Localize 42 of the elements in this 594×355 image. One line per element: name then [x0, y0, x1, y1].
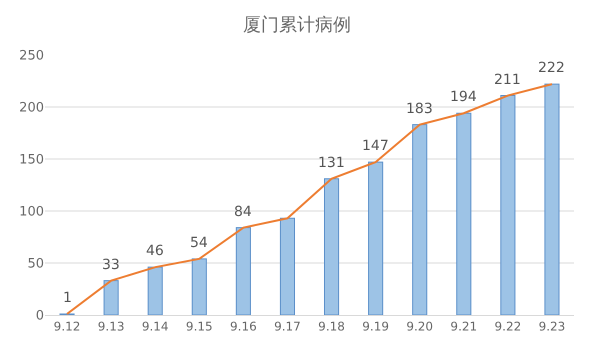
y-tick-label: 0	[36, 308, 44, 324]
data-label: 54	[190, 235, 208, 251]
data-label: 131	[318, 155, 345, 171]
x-tick-label: 9.19	[362, 319, 389, 334]
line-series	[66, 83, 553, 315]
y-tick-label: 150	[19, 152, 44, 168]
data-label: 222	[538, 60, 565, 76]
bar	[192, 258, 207, 315]
data-label: 1	[63, 290, 72, 306]
chart-title: 厦门累计病例	[243, 14, 351, 36]
x-tick-label: 9.22	[494, 319, 522, 334]
data-label: 211	[494, 72, 521, 88]
x-tick-label: 9.15	[186, 319, 213, 334]
x-tick-label: 9.14	[142, 319, 169, 334]
y-tick-label: 50	[27, 256, 44, 272]
bar	[280, 218, 296, 315]
y-tick-label: 200	[19, 100, 44, 116]
bar	[368, 162, 384, 315]
bar	[500, 95, 516, 315]
x-tick-label: 9.12	[54, 319, 80, 334]
x-tick-label: 9.17	[274, 319, 301, 334]
x-tick-label: 9.21	[450, 319, 478, 334]
data-label: 46	[146, 243, 164, 259]
x-tick-label: 9.23	[538, 319, 566, 334]
data-label: 147	[362, 138, 389, 154]
data-label: 84	[234, 204, 252, 220]
data-label: 194	[450, 89, 477, 105]
bar	[236, 227, 251, 315]
bar	[324, 178, 340, 315]
y-tick-label: 100	[19, 204, 44, 220]
x-tick-label: 9.18	[318, 319, 345, 334]
bar	[544, 84, 560, 315]
x-tick-label: 9.16	[230, 319, 257, 334]
x-tick-label: 9.20	[406, 319, 434, 334]
data-label: 33	[102, 257, 120, 273]
bar	[456, 112, 472, 315]
bar	[104, 280, 119, 315]
y-tick-label: 250	[19, 48, 44, 64]
x-tick-label: 9.13	[98, 319, 124, 334]
data-label: 183	[406, 101, 433, 117]
bar	[412, 124, 428, 315]
bar	[148, 266, 163, 315]
